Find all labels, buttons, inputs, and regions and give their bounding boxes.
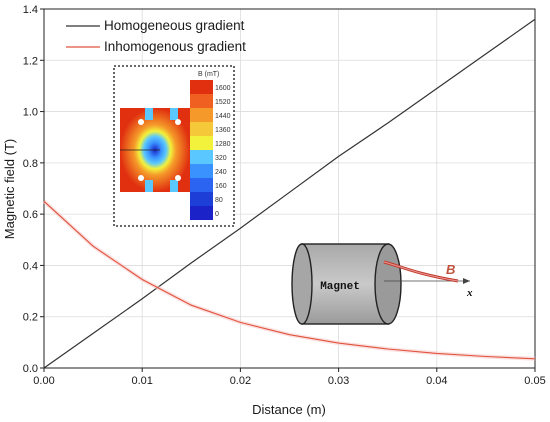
colorbar-label: 1280 — [215, 141, 231, 148]
field-decay-curve-glow — [383, 261, 459, 282]
x-tick-label: 0.01 — [131, 375, 152, 387]
x-tick-label: 0.00 — [33, 375, 54, 387]
series-line-inhomogenous — [43, 200, 536, 360]
colorbar-label: 240 — [215, 169, 227, 176]
pole-top-left — [145, 108, 153, 120]
series-lines — [42, 18, 536, 369]
y-axis-ticks: 0.0 0.2 0.4 0.6 0.8 1.0 1.2 1.4 — [23, 4, 44, 375]
colorbar-segment — [190, 80, 213, 94]
pole-top-right — [170, 108, 178, 120]
y-tick-label: 1.0 — [23, 107, 38, 119]
pole-dot-1 — [138, 119, 144, 125]
y-axis-label: Magnetic field (T) — [2, 139, 17, 239]
colorbar-label: 1600 — [215, 85, 231, 92]
x-tick-label: 0.03 — [328, 375, 349, 387]
colorbar-segment — [190, 150, 213, 164]
colorbar-label: 1360 — [215, 127, 231, 134]
y-tick-label: 0.2 — [23, 312, 38, 324]
y-tick-label: 0.8 — [23, 158, 38, 170]
colorbar-label: 160 — [215, 183, 227, 190]
plot-frame — [43, 8, 536, 369]
pole-bottom-left — [145, 180, 153, 192]
series-line-homogeneous — [43, 18, 536, 369]
y-tick-label: 0.0 — [23, 363, 38, 375]
colorbar-segment — [190, 136, 213, 150]
colorbar-title: B (mT) — [198, 71, 219, 78]
colorbar-label: 320 — [215, 155, 227, 162]
magnet-cylinder-back — [291, 243, 313, 325]
pole-dot-2 — [175, 119, 181, 125]
y-tick-label: 1.2 — [23, 55, 38, 67]
colorbar-label: 80 — [215, 197, 223, 204]
pole-dot-4 — [175, 175, 181, 181]
x-axis-arrowhead — [463, 278, 470, 284]
colorbar-label: 1520 — [215, 99, 231, 106]
legend: Homogeneous gradient Inhomogenous gradie… — [66, 18, 246, 54]
colorbar-segment — [190, 206, 213, 220]
x-axis-symbol: x — [466, 287, 473, 299]
colorbar-segment — [190, 192, 213, 206]
field-map-inset: B (mT) 1600 1520 1440 1360 1280 320 240 160 80 0 — [113, 65, 235, 227]
magnet-cylinder-body — [301, 243, 389, 325]
legend-label-homogeneous: Homogeneous gradient — [104, 18, 245, 33]
colorbar-segment — [190, 94, 213, 108]
colorbar-label: 1440 — [215, 113, 231, 120]
x-tick-label: 0.04 — [426, 375, 447, 387]
y-tick-label: 0.4 — [23, 260, 38, 272]
magnet-diagram: Magnet x B — [291, 243, 473, 325]
x-axis-ticks: 0.00 0.01 0.02 0.03 0.04 0.05 — [33, 368, 546, 387]
x-tick-label: 0.02 — [230, 375, 251, 387]
colorbar-label: 0 — [215, 211, 219, 218]
y-tick-label: 0.6 — [23, 209, 38, 221]
colorbar-segment — [190, 164, 213, 178]
colorbar: 1600 1520 1440 1360 1280 320 240 160 80 0 — [190, 80, 231, 220]
magnet-label: Magnet — [320, 281, 360, 293]
legend-label-inhomogenous: Inhomogenous gradient — [104, 39, 246, 54]
field-symbol: B — [446, 262, 455, 277]
magnet-cylinder-face — [374, 243, 402, 325]
x-tick-label: 0.05 — [524, 375, 545, 387]
pole-dot-3 — [138, 175, 144, 181]
pole-bottom-right — [170, 180, 178, 192]
y-tick-label: 1.4 — [23, 4, 38, 16]
colorbar-segment — [190, 108, 213, 122]
x-axis-label: Distance (m) — [252, 402, 326, 417]
colorbar-segment — [190, 178, 213, 192]
colorbar-segment — [190, 122, 213, 136]
